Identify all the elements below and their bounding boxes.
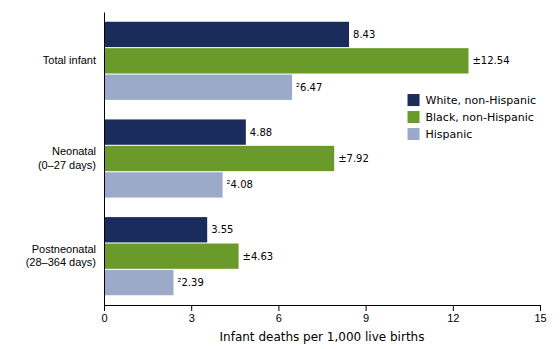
bar	[104, 119, 246, 144]
bar	[104, 75, 292, 100]
bar	[104, 172, 223, 197]
bar	[104, 22, 349, 47]
legend-swatch	[408, 94, 420, 106]
data-label: ±7.92	[338, 153, 369, 164]
bar	[104, 146, 334, 171]
x-tick-label: 9	[363, 312, 369, 324]
x-tick: 15	[534, 305, 546, 324]
data-label: 3.55	[211, 224, 233, 235]
data-label: ²4.08	[227, 179, 253, 190]
data-labels: 8.43 4.88 3.55 ±12.54 ±7.92 ±4.63 ²6.47 ²4.08 ²2…	[177, 29, 509, 288]
bar	[104, 270, 173, 295]
x-tick-label: 6	[276, 312, 282, 324]
legend-swatch	[408, 128, 420, 140]
legend-item: Black, non-Hispanic	[408, 111, 534, 124]
y-tick-label: Total infant	[43, 54, 96, 66]
x-tick: 9	[363, 305, 369, 324]
x-axis-line	[105, 306, 541, 312]
x-tick-label: 15	[534, 312, 546, 324]
x-tick-mark	[191, 305, 192, 311]
x-axis: 0 3 6 9 12 15	[101, 305, 546, 324]
x-tick-mark	[366, 305, 367, 311]
x-tick-label: 3	[189, 312, 195, 324]
bars	[104, 22, 468, 295]
x-tick: 3	[189, 305, 195, 324]
data-label: ²6.47	[296, 82, 322, 93]
bar	[104, 243, 239, 268]
x-tick-mark	[540, 305, 541, 311]
x-tick: 6	[276, 305, 282, 324]
data-label: ±12.54	[472, 55, 509, 66]
x-tick-mark	[278, 305, 279, 311]
legend-label: Black, non-Hispanic	[426, 111, 534, 124]
plot: 8.43 4.88 3.55 ±12.54 ±7.92 ±4.63 ²6.47 ²4.08 ²2…	[26, 13, 547, 324]
x-tick-label: 0	[101, 312, 107, 324]
data-label: ²2.39	[177, 277, 203, 288]
x-tick-mark	[104, 305, 105, 311]
data-label: 8.43	[353, 29, 375, 40]
legend-label: Hispanic	[426, 128, 473, 141]
y-axis-line	[104, 13, 105, 306]
data-label: ±4.63	[243, 251, 274, 262]
legend-swatch	[408, 111, 420, 123]
legend: White, non-Hispanic Black, non-Hispanic Hi…	[408, 94, 536, 141]
y-tick-label: Neonatal(0–27 days)	[38, 145, 96, 170]
legend-item: White, non-Hispanic	[408, 94, 536, 107]
x-axis-title: Infant deaths per 1,000 live births	[220, 330, 425, 344]
x-tick-mark	[453, 305, 454, 311]
x-tick-label: 12	[447, 312, 459, 324]
legend-label: White, non-Hispanic	[426, 94, 536, 107]
y-tick-label: Postneonatal(28–364 days)	[26, 243, 96, 268]
bar	[104, 48, 468, 73]
x-tick: 0	[101, 305, 107, 324]
chart: 8.43 4.88 3.55 ±12.54 ±7.92 ±4.63 ²6.47 ²4.08 ²2…	[0, 0, 560, 349]
legend-item: Hispanic	[408, 128, 473, 141]
y-tick: Postneonatal(28–364 days)	[26, 243, 96, 268]
y-axis: Total infant Neonatal(0–27 days) Postneona…	[26, 13, 105, 306]
bar	[104, 217, 207, 242]
x-tick: 12	[447, 305, 459, 324]
y-tick: Total infant	[43, 54, 96, 66]
data-label: 4.88	[250, 127, 272, 138]
y-tick: Neonatal(0–27 days)	[38, 145, 96, 170]
